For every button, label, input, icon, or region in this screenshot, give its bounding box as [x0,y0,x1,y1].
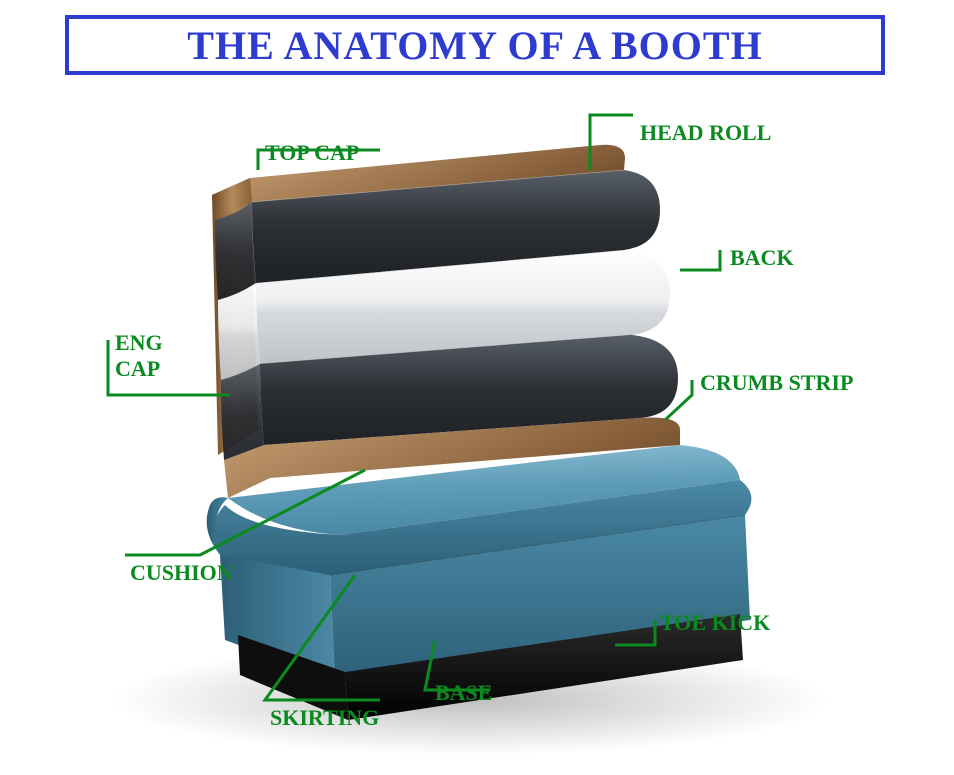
label-cushion: CUSHION [130,560,233,586]
label-crumb: CRUMB STRIP [700,370,853,396]
label-base: BASE [435,680,492,706]
label-toe-kick: TOE KICK [660,610,770,636]
label-head-roll: HEAD ROLL [640,120,771,146]
label-back: BACK [730,245,794,271]
label-eng-cap: ENG CAP [115,330,163,382]
label-top-cap: TOP CAP [265,140,359,166]
label-skirting: SKIRTING [270,705,379,731]
endcap-roll-dark2 [221,364,264,460]
leader-back [680,250,720,270]
